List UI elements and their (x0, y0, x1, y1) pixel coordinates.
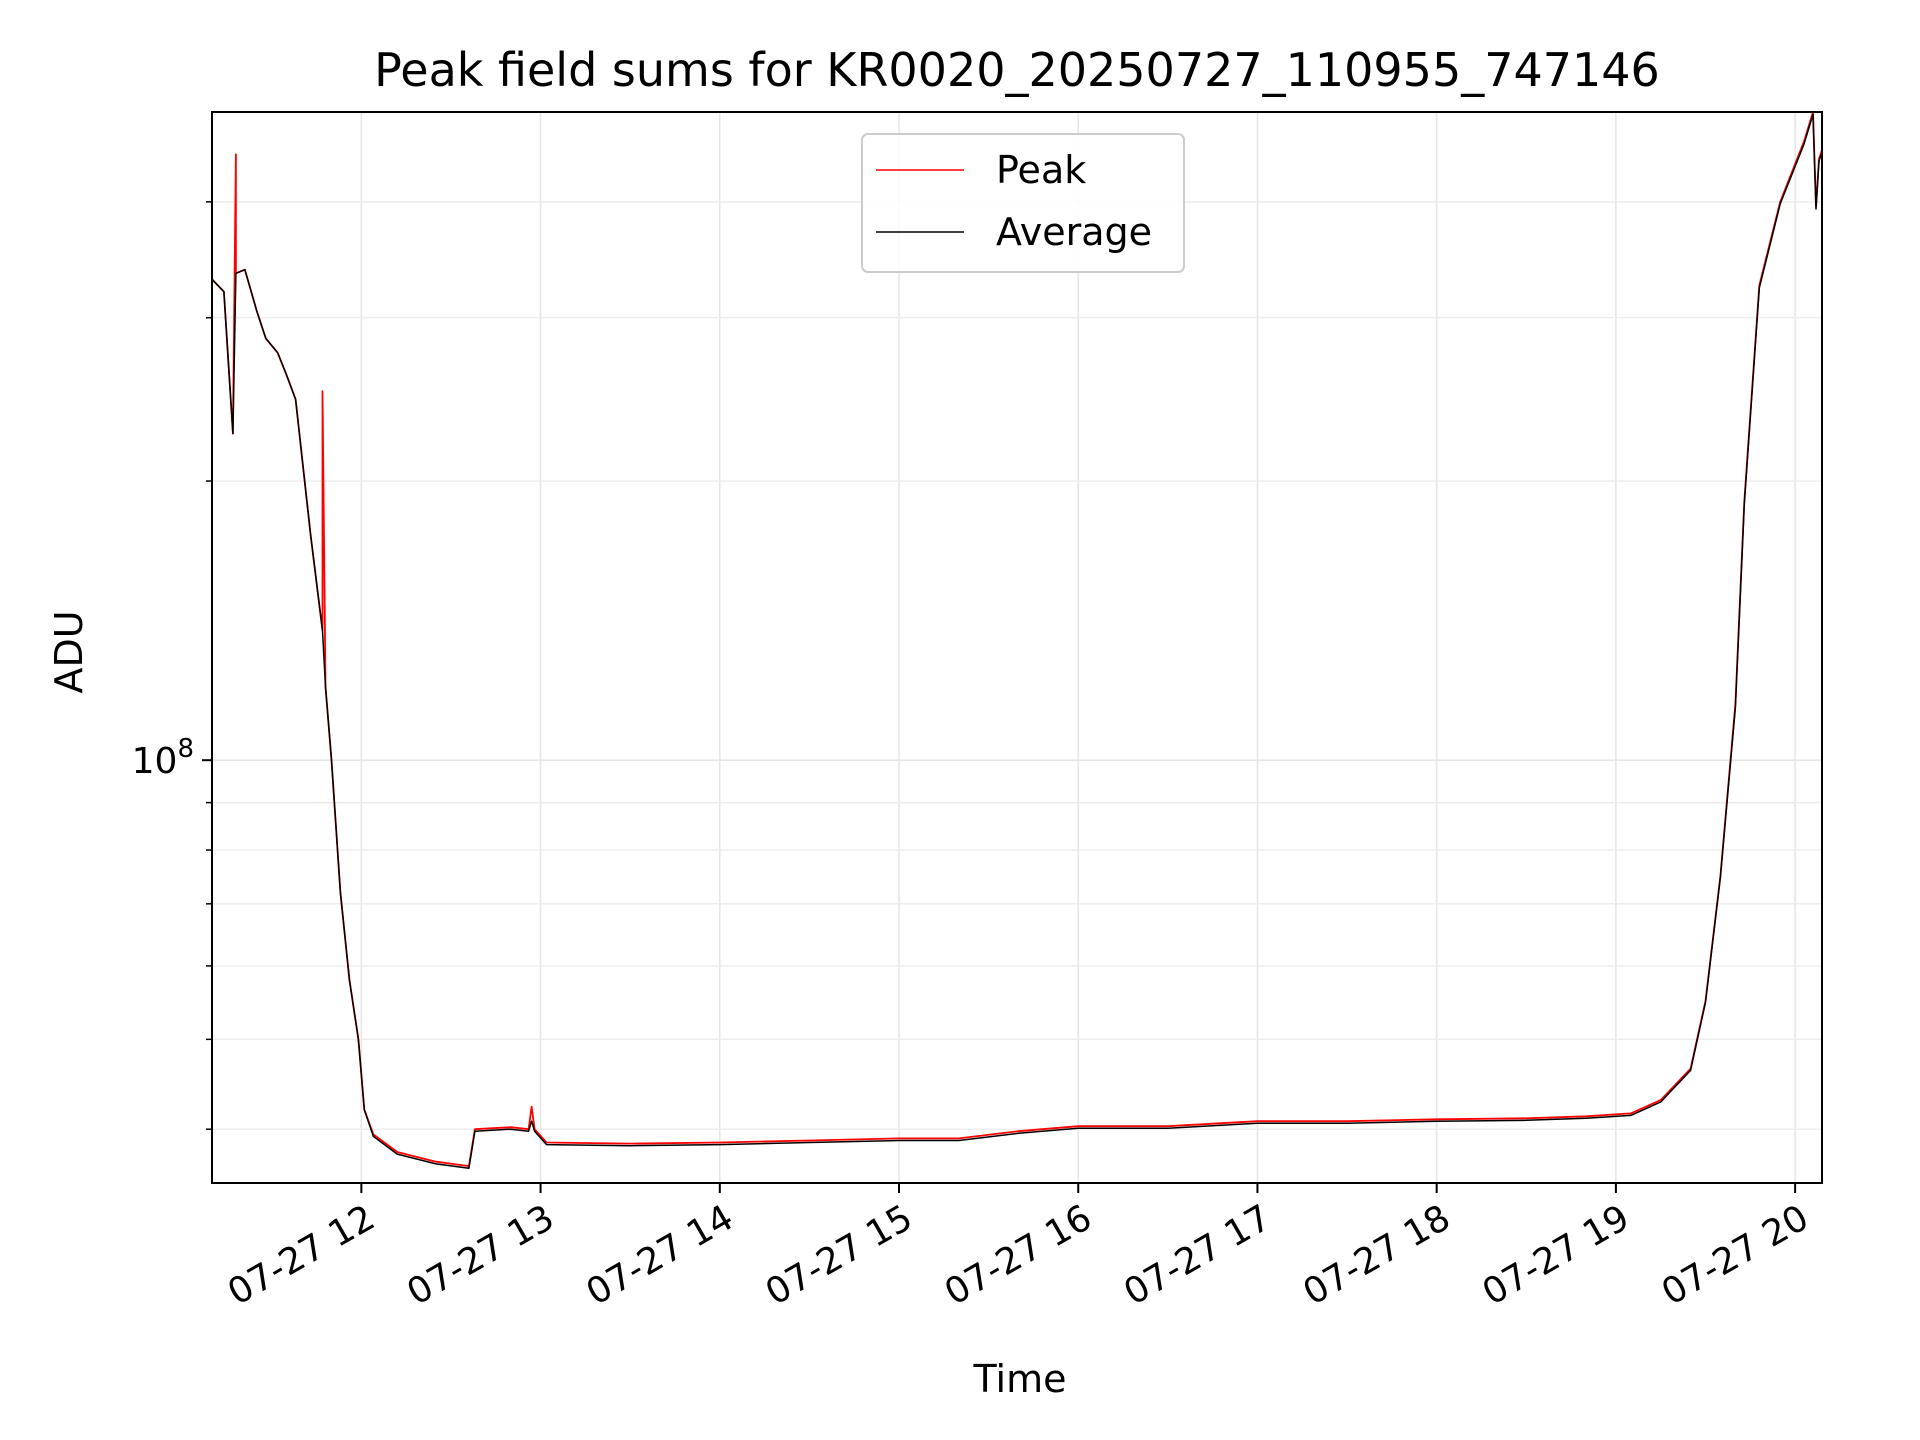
legend-label-peak: Peak (996, 148, 1086, 192)
legend-box (861, 133, 1185, 273)
plot-area (211, 111, 1823, 1170)
legend-label-average: Average (996, 210, 1152, 254)
y-tick-label: 108 (132, 734, 194, 782)
chart-title: Peak field sums for KR0020_20250727_1109… (374, 43, 1660, 97)
y-axis-label: ADU (47, 610, 91, 693)
series-line-average (211, 113, 1823, 1170)
grid (212, 112, 1822, 1183)
legend: Peak Average (861, 133, 1185, 273)
x-axis-label: Time (973, 1357, 1067, 1401)
axes-frame (211, 111, 1823, 1184)
